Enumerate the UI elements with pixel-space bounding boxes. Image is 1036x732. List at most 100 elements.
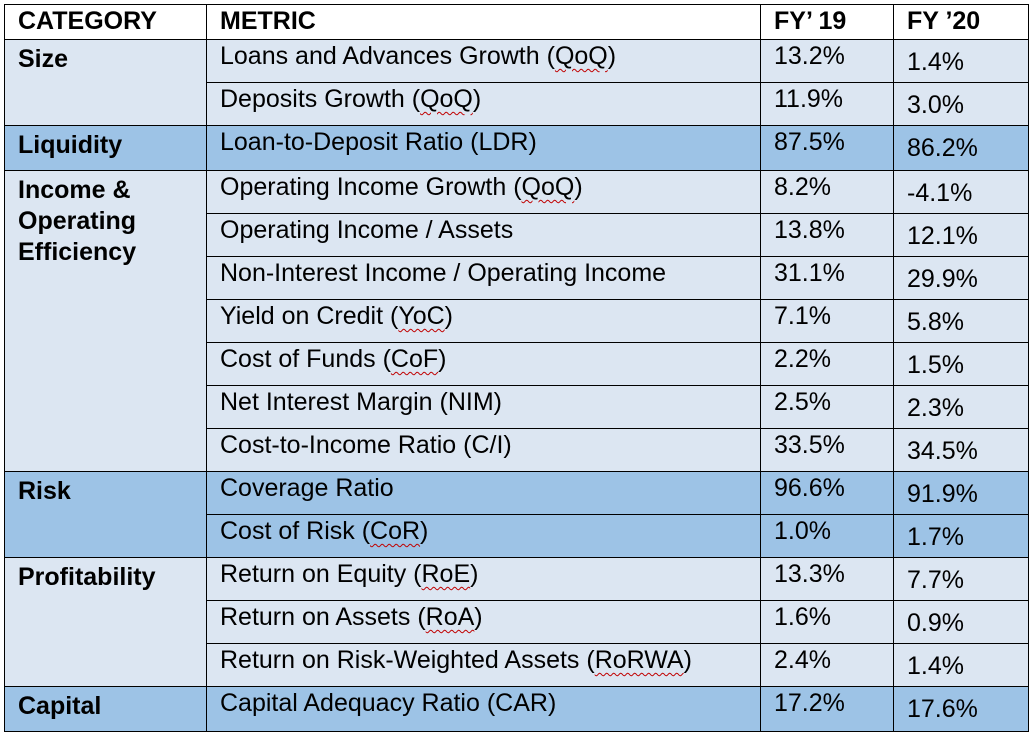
fy20-value: 29.9%	[893, 256, 1029, 300]
header-row: CATEGORY METRIC FY’ 19 FY ’20	[4, 4, 1029, 40]
table-row: Size Loans and Advances Growth (QoQ) 13.2%…	[4, 39, 1029, 126]
category-cell: Risk	[4, 471, 207, 558]
fy20-value: 17.6%	[893, 686, 1029, 732]
category-cell: Liquidity	[4, 125, 207, 171]
table-row: Yield on Credit (YoC) 7.1% 5.8%	[5, 299, 1029, 343]
metric-label: Yield on Credit (	[220, 302, 399, 330]
fy19-value: 13.3%	[760, 557, 894, 601]
metric-abbreviation: QoQ	[554, 42, 608, 70]
metric-label-suffix: )	[683, 646, 692, 674]
metric-abbreviation: YoC	[398, 302, 445, 330]
metric-cell: Yield on Credit (YoC)	[206, 299, 761, 343]
metric-label-suffix: )	[438, 345, 447, 373]
fy19-value: 87.5%	[760, 125, 894, 171]
metric-label: Operating Income Growth (	[220, 173, 522, 201]
metric-cell: Return on Risk-Weighted Assets (RoRWA)	[206, 643, 761, 687]
metric-abbreviation: QoQ	[521, 173, 575, 201]
metric-cell: Coverage Ratio	[206, 471, 761, 515]
fy20-value: 3.0%	[893, 82, 1029, 126]
header-fy20: FY ’20	[893, 4, 1029, 40]
fy19-value: 1.0%	[760, 514, 894, 558]
metric-label: Operating Income / Assets	[220, 216, 514, 244]
fy20-value: 1.5%	[893, 342, 1029, 386]
metric-cell: Cost-to-Income Ratio (C/I)	[206, 428, 761, 472]
fy20-value: 86.2%	[893, 125, 1029, 171]
metric-label: Cost of Risk (	[220, 517, 371, 545]
metric-cell: Deposits Growth (QoQ)	[206, 82, 761, 126]
header-fy19: FY’ 19	[760, 4, 894, 40]
metric-label-suffix: )	[474, 603, 483, 631]
metric-label: Cost of Funds (	[220, 345, 391, 373]
metric-label: Return on Equity (	[220, 560, 422, 588]
fy19-value: 11.9%	[760, 82, 894, 126]
fy19-value: 31.1%	[760, 256, 894, 300]
category-cell: Capital	[4, 686, 207, 732]
table-row: Cost of Risk (CoR) 1.0% 1.7%	[5, 514, 1029, 558]
table-body: Size Loans and Advances Growth (QoQ) 13.2%…	[4, 39, 1029, 732]
fy20-value: 7.7%	[893, 557, 1029, 601]
category-cell: Income & Operating Efficiency	[4, 170, 207, 472]
table-row: Profitability Return on Equity (RoE) 13.3%…	[4, 557, 1029, 687]
fy19-value: 96.6%	[760, 471, 894, 515]
fy19-value: 2.2%	[760, 342, 894, 386]
fy19-value: 8.2%	[760, 170, 894, 214]
fy19-value: 7.1%	[760, 299, 894, 343]
metric-label: Capital Adequacy Ratio (CAR)	[220, 689, 557, 717]
metric-cell: Return on Equity (RoE)	[206, 557, 761, 601]
metric-abbreviation: CoF	[390, 345, 439, 373]
metric-label: Cost-to-Income Ratio (C/I)	[220, 431, 512, 459]
metric-cell: Loan-to-Deposit Ratio (LDR)	[206, 125, 761, 171]
metric-label: Loans and Advances Growth (	[220, 42, 555, 70]
metric-label-suffix: )	[472, 85, 482, 113]
metric-cell: Operating Income Growth (QoQ)	[206, 170, 761, 214]
metric-label: Loan-to-Deposit Ratio (LDR)	[220, 128, 537, 156]
fy20-value: 1.7%	[893, 514, 1029, 558]
metric-label: Coverage Ratio	[220, 474, 394, 502]
metric-abbreviation: CoR	[370, 517, 421, 545]
metric-cell: Cost of Funds (CoF)	[206, 342, 761, 386]
header-metric: METRIC	[206, 4, 761, 40]
fy19-value: 33.5%	[760, 428, 894, 472]
metric-label-suffix: )	[420, 517, 429, 545]
metric-abbreviation: QoQ	[420, 85, 473, 113]
metric-cell: Loans and Advances Growth (QoQ)	[206, 39, 761, 83]
fy20-value: 1.4%	[893, 39, 1029, 83]
fy20-value: 91.9%	[893, 471, 1029, 515]
fy19-value: 1.6%	[760, 600, 894, 644]
fy19-value: 17.2%	[760, 686, 894, 732]
fy20-value: 12.1%	[893, 213, 1029, 257]
metric-label-suffix: )	[607, 42, 617, 70]
category-cell: Profitability	[4, 557, 207, 687]
fy19-value: 13.2%	[760, 39, 894, 83]
table-row: Capital Capital Adequacy Ratio (CAR) 17.2%…	[4, 686, 1029, 732]
metric-label-suffix: )	[574, 173, 583, 201]
fy20-value: -4.1%	[893, 170, 1029, 214]
table-row: Operating Income / Assets 13.8% 12.1%	[5, 213, 1029, 257]
metric-cell: Net Interest Margin (NIM)	[206, 385, 761, 429]
table-row: Non-Interest Income / Operating Income 31…	[5, 256, 1029, 300]
fy20-value: 34.5%	[893, 428, 1029, 472]
table-row: Deposits Growth (QoQ) 11.9% 3.0%	[5, 82, 1029, 126]
fy19-value: 2.5%	[760, 385, 894, 429]
metric-abbreviation: RoA	[425, 603, 475, 631]
fy19-value: 2.4%	[760, 643, 894, 687]
metric-abbreviation: RoRWA	[594, 646, 684, 674]
fy20-value: 1.4%	[893, 643, 1029, 687]
fy20-value: 5.8%	[893, 299, 1029, 343]
table-row: Return on Risk-Weighted Assets (RoRWA) 2.…	[5, 643, 1029, 687]
table-row: Cost of Funds (CoF) 2.2% 1.5%	[5, 342, 1029, 386]
metric-cell: Cost of Risk (CoR)	[206, 514, 761, 558]
metric-cell: Operating Income / Assets	[206, 213, 761, 257]
table-row: Risk Coverage Ratio 96.6% 91.9%	[4, 471, 1029, 558]
metric-label: Net Interest Margin (NIM)	[220, 388, 503, 416]
category-cell: Size	[4, 39, 207, 126]
metric-abbreviation: RoE	[421, 560, 471, 588]
metric-cell: Non-Interest Income / Operating Income	[206, 256, 761, 300]
fy20-value: 2.3%	[893, 385, 1029, 429]
header-category: CATEGORY	[4, 4, 207, 40]
table-row: Return on Assets (RoA) 1.6% 0.9%	[5, 600, 1029, 644]
table-row: Income & Operating Efficiency Operating I…	[4, 170, 1029, 472]
metric-cell: Capital Adequacy Ratio (CAR)	[206, 686, 761, 732]
metric-label: Deposits Growth (	[220, 85, 421, 113]
metric-label: Return on Assets (	[220, 603, 426, 631]
